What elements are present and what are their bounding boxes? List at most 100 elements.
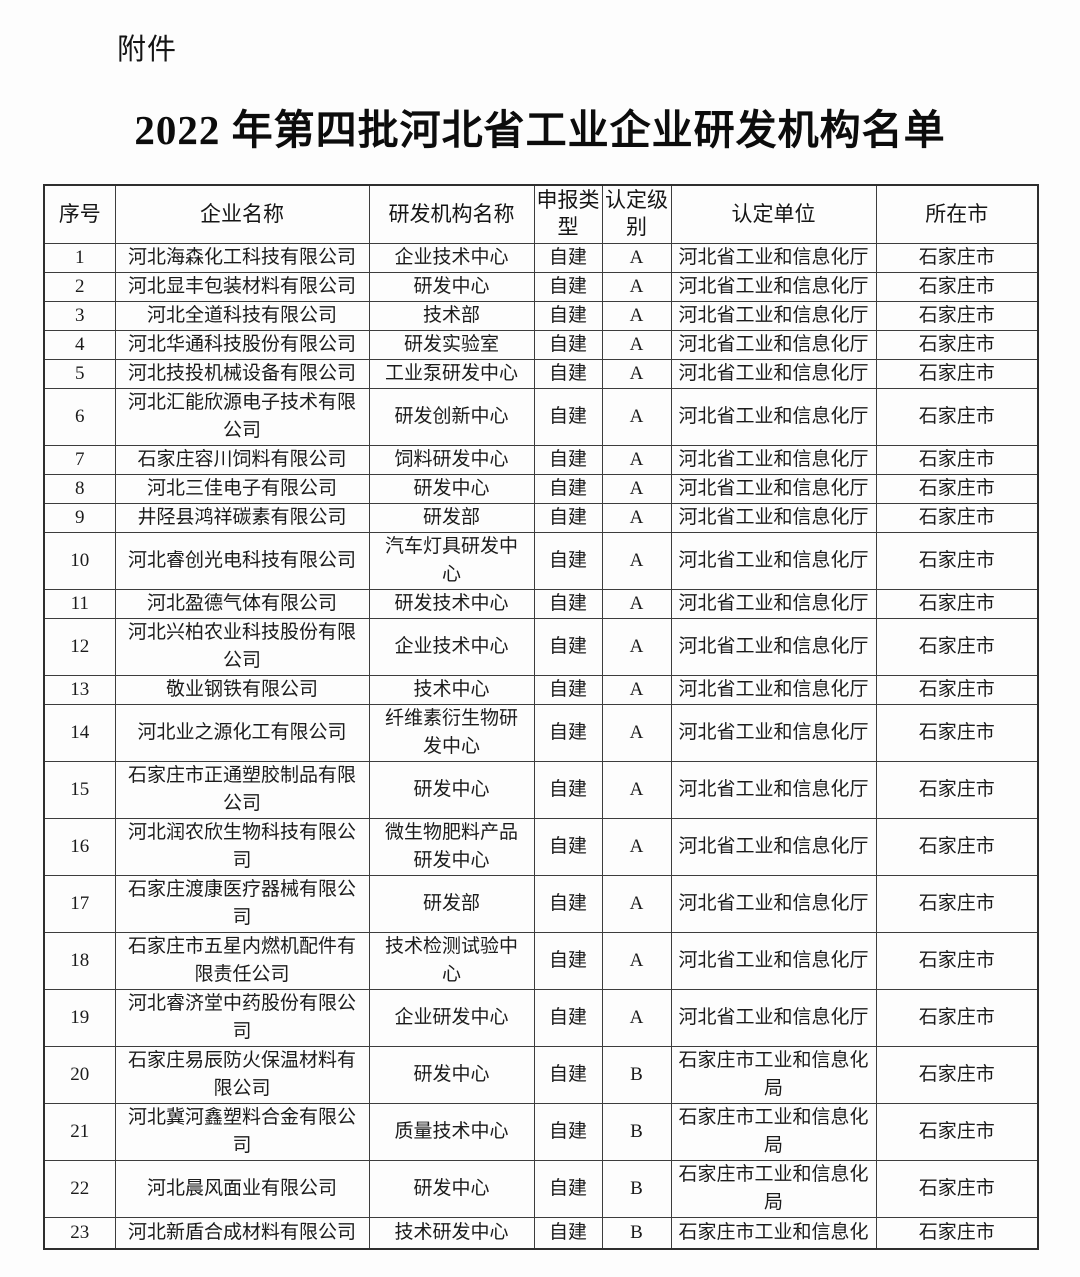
table-cell-company: 石家庄容川饲料有限公司 [114, 444, 370, 475]
table-cell-company: 河北显丰包装材料有限公司 [114, 271, 370, 302]
table-cell-index: 20 [43, 1045, 116, 1104]
table-cell-authority: 河北省工业和信息化厅 [670, 760, 877, 819]
table-cell-index: 19 [43, 988, 116, 1047]
table-cell-authority: 河北省工业和信息化厅 [670, 444, 877, 475]
table-cell-application-type: 自建 [533, 502, 603, 533]
table-cell-company: 敬业钢铁有限公司 [114, 674, 370, 705]
table-cell-application-type: 自建 [533, 874, 603, 933]
table-cell-application-type: 自建 [533, 1045, 603, 1104]
table-cell-city: 石家庄市 [875, 931, 1039, 990]
table-cell-level: A [601, 760, 672, 819]
table-cell-authority: 河北省工业和信息化厅 [670, 988, 877, 1047]
table-cell-company: 井陉县鸿祥碳素有限公司 [114, 502, 370, 533]
table-row: 5 河北技投机械设备有限公司 工业泵研发中心 自建 A 河北省工业和信息化厅 石家庄市 [43, 358, 1039, 389]
table-cell-index: 14 [43, 703, 116, 762]
table-cell-institution: 工业泵研发中心 [368, 358, 535, 389]
table-cell-application-type: 自建 [533, 1102, 603, 1161]
table-cell-company: 河北润农欣生物科技有限公司 [114, 817, 370, 876]
table-cell-application-type: 自建 [533, 617, 603, 676]
table-cell-company: 河北技投机械设备有限公司 [114, 358, 370, 389]
table-cell-authority: 河北省工业和信息化厅 [670, 874, 877, 933]
table-cell-city: 石家庄市 [875, 674, 1039, 705]
table-cell-index: 21 [43, 1102, 116, 1161]
table-cell-company: 河北华通科技股份有限公司 [114, 329, 370, 360]
table-cell-level: B [601, 1045, 672, 1104]
table-cell-application-type: 自建 [533, 703, 603, 762]
table-cell-authority: 河北省工业和信息化厅 [670, 329, 877, 360]
table-cell-city: 石家庄市 [875, 1045, 1039, 1104]
table-cell-company: 河北睿济堂中药股份有限公司 [114, 988, 370, 1047]
table-cell-institution: 企业技术中心 [368, 242, 535, 273]
table-cell-city: 石家庄市 [875, 329, 1039, 360]
table-cell-application-type: 自建 [533, 1216, 603, 1250]
table-cell-application-type: 自建 [533, 760, 603, 819]
table-cell-index: 1 [43, 242, 116, 273]
table-cell-index: 15 [43, 760, 116, 819]
table-cell-authority: 石家庄市工业和信息化局 [670, 1102, 877, 1161]
table-cell-institution: 企业技术中心 [368, 617, 535, 676]
table-cell-index: 12 [43, 617, 116, 676]
table-cell-application-type: 自建 [533, 242, 603, 273]
table-cell-company: 河北三佳电子有限公司 [114, 473, 370, 504]
table-cell-company: 石家庄市正通塑胶制品有限公司 [114, 760, 370, 819]
table-row: 17 石家庄渡康医疗器械有限公司 研发部 自建 A 河北省工业和信息化厅 石家庄市 [43, 874, 1039, 933]
table-cell-institution: 研发实验室 [368, 329, 535, 360]
table-cell-institution: 技术检测试验中心 [368, 931, 535, 990]
table-cell-application-type: 自建 [533, 588, 603, 619]
table-body: 1 河北海森化工科技有限公司 企业技术中心 自建 A 河北省工业和信息化厅 石家庄市 2 河北显… [43, 242, 1039, 1250]
table-cell-authority: 河北省工业和信息化厅 [670, 300, 877, 331]
table-row: 4 河北华通科技股份有限公司 研发实验室 自建 A 河北省工业和信息化厅 石家庄市 [43, 329, 1039, 360]
table-cell-institution: 企业研发中心 [368, 988, 535, 1047]
table-cell-authority: 河北省工业和信息化厅 [670, 674, 877, 705]
table-cell-company: 河北晨风面业有限公司 [114, 1159, 370, 1218]
table-cell-authority: 河北省工业和信息化厅 [670, 502, 877, 533]
table-cell-institution: 研发部 [368, 502, 535, 533]
table-row: 22 河北晨风面业有限公司 研发中心 自建 B 石家庄市工业和信息化局 石家庄市 [43, 1159, 1039, 1218]
table-cell-index: 13 [43, 674, 116, 705]
table-cell-authority: 河北省工业和信息化厅 [670, 931, 877, 990]
table-cell-company: 河北全道科技有限公司 [114, 300, 370, 331]
column-header-institution: 研发机构名称 [368, 184, 535, 244]
table-cell-level: A [601, 358, 672, 389]
table-cell-level: A [601, 242, 672, 273]
table-cell-level: A [601, 329, 672, 360]
table-row: 20 石家庄易辰防火保温材料有限公司 研发中心 自建 B 石家庄市工业和信息化局 石家庄市 [43, 1045, 1039, 1104]
column-header-city: 所在市 [875, 184, 1039, 244]
table-cell-authority: 石家庄市工业和信息化局 [670, 1159, 877, 1218]
table-cell-index: 10 [43, 531, 116, 590]
table-cell-city: 石家庄市 [875, 703, 1039, 762]
table-cell-city: 石家庄市 [875, 874, 1039, 933]
table-cell-application-type: 自建 [533, 444, 603, 475]
table-cell-authority: 河北省工业和信息化厅 [670, 242, 877, 273]
table-cell-level: A [601, 674, 672, 705]
table-cell-city: 石家庄市 [875, 1102, 1039, 1161]
table-cell-authority: 河北省工业和信息化厅 [670, 358, 877, 389]
table-row: 15 石家庄市正通塑胶制品有限公司 研发中心 自建 A 河北省工业和信息化厅 石家庄市 [43, 760, 1039, 819]
table-row: 6 河北汇能欣源电子技术有限公司 研发创新中心 自建 A 河北省工业和信息化厅 石家庄市 [43, 387, 1039, 446]
table-cell-application-type: 自建 [533, 358, 603, 389]
table-cell-index: 4 [43, 329, 116, 360]
table-cell-authority: 河北省工业和信息化厅 [670, 531, 877, 590]
table-cell-institution: 技术中心 [368, 674, 535, 705]
table-cell-city: 石家庄市 [875, 271, 1039, 302]
table-cell-index: 9 [43, 502, 116, 533]
table-cell-company: 石家庄渡康医疗器械有限公司 [114, 874, 370, 933]
table-cell-level: A [601, 387, 672, 446]
table-cell-city: 石家庄市 [875, 1216, 1039, 1250]
table-cell-city: 石家庄市 [875, 502, 1039, 533]
table-cell-city: 石家庄市 [875, 444, 1039, 475]
table-cell-institution: 研发中心 [368, 473, 535, 504]
table-cell-institution: 研发中心 [368, 1045, 535, 1104]
table-cell-city: 石家庄市 [875, 358, 1039, 389]
table-row: 2 河北显丰包装材料有限公司 研发中心 自建 A 河北省工业和信息化厅 石家庄市 [43, 271, 1039, 302]
table-cell-application-type: 自建 [533, 329, 603, 360]
table-cell-index: 5 [43, 358, 116, 389]
table-cell-level: B [601, 1216, 672, 1250]
table-cell-application-type: 自建 [533, 300, 603, 331]
table-cell-authority: 石家庄市工业和信息化 [670, 1216, 877, 1250]
column-header-level: 认定级别 [601, 184, 672, 244]
table-cell-application-type: 自建 [533, 931, 603, 990]
table-cell-company: 河北兴柏农业科技股份有限公司 [114, 617, 370, 676]
table-row: 11 河北盈德气体有限公司 研发技术中心 自建 A 河北省工业和信息化厅 石家庄市 [43, 588, 1039, 619]
